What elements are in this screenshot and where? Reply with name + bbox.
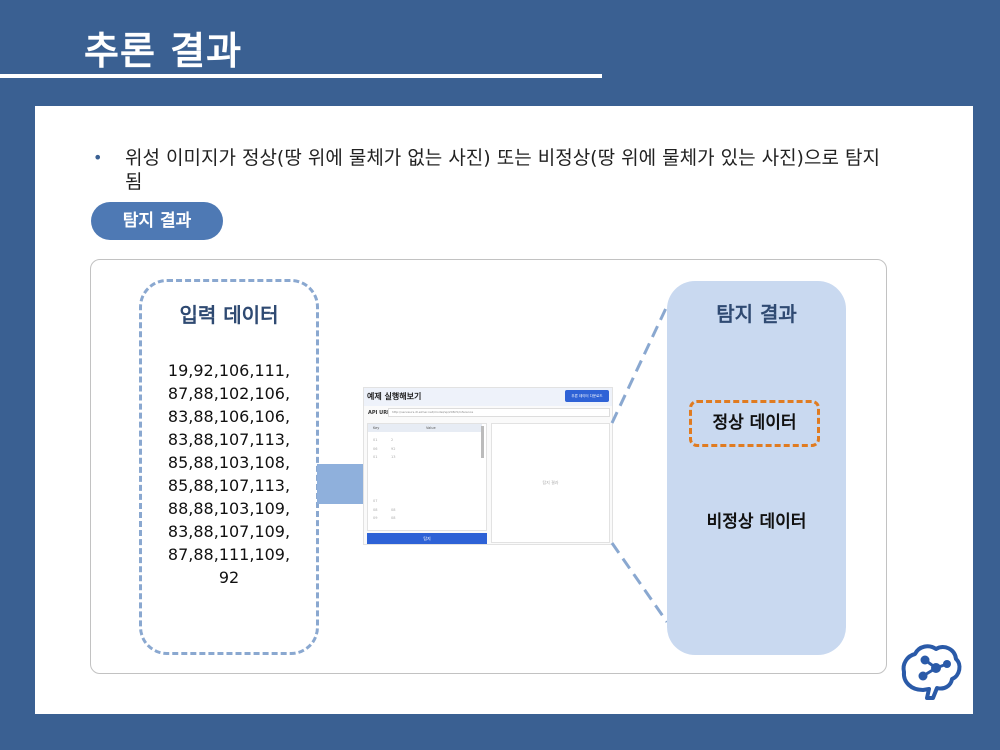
input-table: Key Value 01 2 06 92 01 13 07 08 08 09 08	[367, 423, 487, 531]
input-data-title: 입력 데이터	[179, 303, 279, 327]
table-cell: 09	[373, 516, 378, 521]
normal-data-label: 정상 데이터	[712, 413, 797, 433]
table-cell: 92	[391, 446, 396, 451]
input-line: 88,88,103,109,	[167, 499, 291, 518]
detection-result-pill: 탐지 결과	[91, 202, 223, 240]
table-cell: 06	[373, 446, 378, 451]
abnormal-data-label: 비정상 데이터	[706, 512, 807, 532]
download-button[interactable]: 추론 데이터 다운로드	[565, 390, 609, 402]
result-placeholder: 탐지 결과	[542, 480, 559, 485]
table-header-key: Key	[373, 426, 380, 430]
input-line: 85,88,103,108,	[167, 453, 291, 472]
diagram-frame: 입력 데이터 19,92,106,111, 87,88,102,106, 83,…	[90, 259, 887, 674]
screenshot-title: 예제 실행해보기	[367, 392, 422, 401]
zoom-connector-lines	[610, 305, 669, 623]
table-cell: 2	[391, 438, 394, 442]
table-row: 07	[373, 497, 377, 506]
input-data-values: 19,92,106,111, 87,88,102,106, 83,88,106,…	[142, 359, 316, 589]
inference-screenshot: 예제 실행해보기 추론 데이터 다운로드 API URL http://serv…	[363, 387, 613, 545]
table-row: 01 13	[373, 453, 395, 462]
normal-highlight: 정상 데이터	[689, 400, 820, 447]
table-cell: 08	[373, 507, 378, 512]
screenshot-header: 예제 실행해보기 추론 데이터 다운로드	[364, 388, 612, 406]
input-line: 87,88,111,109,	[167, 545, 291, 564]
input-line: 83,88,106,106,	[167, 407, 291, 426]
table-row: 08 08	[373, 506, 395, 515]
table-cell: 08	[391, 516, 396, 521]
table-row: 01 2	[373, 436, 393, 445]
input-line: 19,92,106,111,	[167, 361, 291, 380]
input-data-box: 입력 데이터 19,92,106,111, 87,88,102,106, 83,…	[139, 279, 319, 655]
api-url-field[interactable]: http://serveurs.dl.elmer.net/model/sp/20…	[388, 408, 610, 417]
table-row: 09 08	[373, 514, 395, 523]
result-title: 탐지 결과	[716, 302, 797, 326]
result-area: 탐지 결과	[491, 423, 610, 543]
table-cell: 01	[373, 438, 378, 442]
brain-network-icon	[901, 644, 962, 700]
table-cell: 08	[391, 507, 396, 512]
table-header-value: Value	[426, 426, 436, 430]
bullet-dot-icon: •	[93, 148, 103, 167]
table-rows: 01 2 06 92 01 13 07 08 08 09 08	[373, 436, 395, 523]
table-cell: 07	[373, 498, 378, 503]
slide-title: 추론 결과	[84, 29, 243, 73]
detect-button[interactable]: 탐지	[367, 533, 487, 544]
table-row: 06 92	[373, 445, 395, 454]
table-cell: 01	[373, 455, 378, 460]
table-header: Key Value	[368, 424, 482, 432]
input-line: 92	[218, 568, 240, 587]
input-line: 85,88,107,113,	[167, 476, 291, 495]
input-line: 87,88,102,106,	[167, 384, 291, 403]
bullet-text: 위성 이미지가 정상(땅 위에 물체가 없는 사진) 또는 비정상(땅 위에 물…	[125, 147, 880, 193]
api-url-label: API URL	[368, 410, 391, 416]
input-line: 83,88,107,109,	[167, 522, 291, 541]
table-scrollbar[interactable]	[481, 426, 484, 458]
input-line: 83,88,107,113,	[167, 430, 291, 449]
title-underline	[0, 74, 602, 78]
content-panel: • 위성 이미지가 정상(땅 위에 물체가 없는 사진) 또는 비정상(땅 위에…	[35, 106, 973, 714]
detection-result-box: 탐지 결과 정상 데이터 비정상 데이터	[667, 281, 846, 655]
table-cell: 13	[391, 455, 396, 460]
api-url-value: http://serveurs.dl.elmer.net/model/sp/20…	[392, 410, 474, 414]
